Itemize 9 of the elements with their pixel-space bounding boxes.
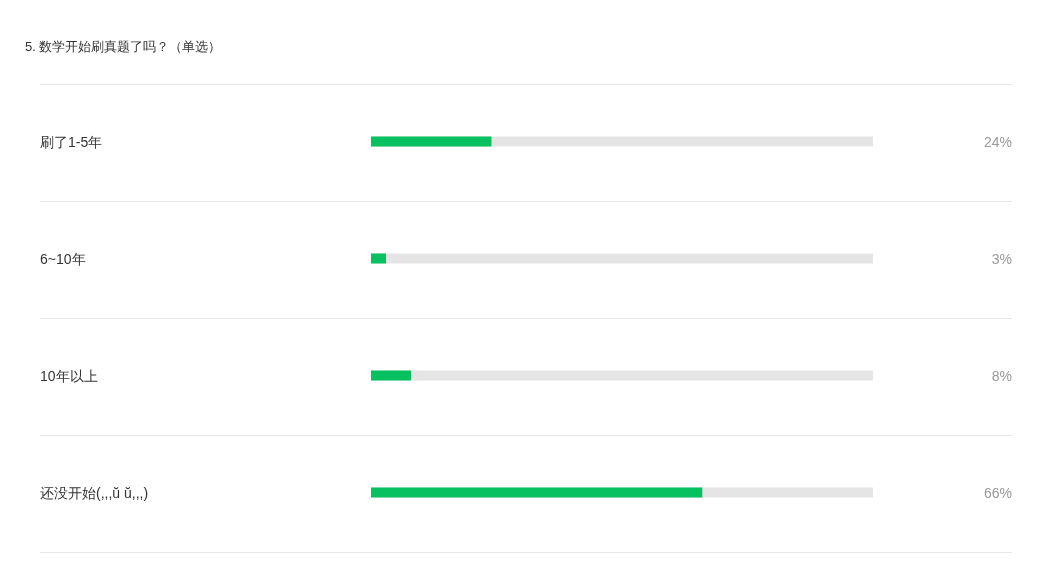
value-label: 8% (991, 367, 1012, 384)
category-label: 还没开始(,,,ŭ ŭ,,,) (40, 484, 149, 501)
value-label: 24% (983, 133, 1012, 150)
category-label: 6~10年 (40, 250, 86, 267)
value-label: 3% (991, 250, 1012, 267)
title: 5. 数学开始刷真题了吗？（单选） (25, 39, 222, 54)
category-label: 刷了1-5年 (40, 133, 103, 150)
category-label: 10年以上 (40, 367, 98, 384)
value-label: 66% (983, 484, 1012, 501)
